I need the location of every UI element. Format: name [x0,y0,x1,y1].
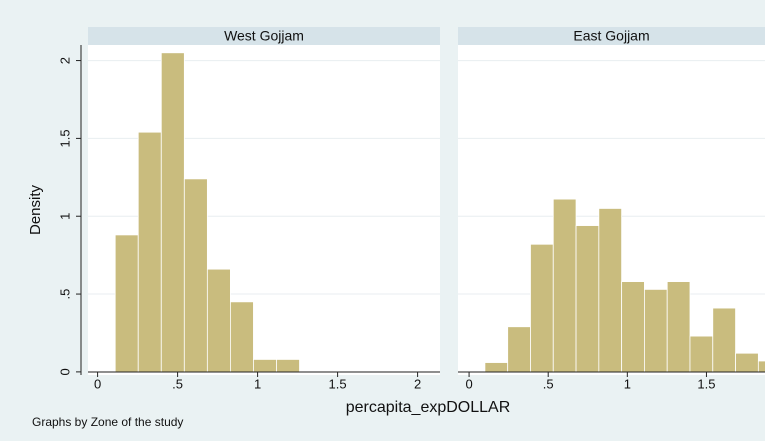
x-tick-label: 1 [624,376,631,391]
bar [253,359,277,373]
bar [712,307,736,373]
bar [206,268,231,373]
bar [598,208,623,373]
bar [735,352,759,373]
x-axis-label: percapita_expDOLLAR [346,399,511,416]
y-tick-label: .5 [57,289,72,300]
bar [644,288,668,373]
x-tick-label: .5 [172,376,183,391]
bar [137,131,162,373]
bar [552,198,577,373]
bar [160,52,185,373]
bar [621,281,645,373]
y-tick-label: 1.5 [57,129,72,147]
bar [183,178,208,373]
panel-title: East Gojjam [573,28,649,44]
bar [689,335,714,373]
x-tick-label: 1 [254,376,261,391]
bar [114,234,139,373]
y-axis-label: Density [27,184,44,235]
plot-layer [458,60,765,373]
bar [276,359,300,373]
x-tick-label: .5 [543,376,554,391]
bar [507,326,531,373]
x-tick-label: 0 [94,376,101,391]
y-tick-label: 2 [57,57,72,64]
x-tick-label: 0 [465,376,472,391]
note: Graphs by Zone of the study [32,415,183,429]
x-tick-label: 1.5 [329,376,347,391]
x-tick-label: 2 [414,376,421,391]
bar [229,301,254,373]
bar [666,281,691,373]
bar [484,362,509,373]
panel-header [88,27,440,45]
bar [575,225,600,373]
bar [757,360,765,373]
y-tick-label: 1 [57,213,72,220]
x-tick-label: 1.5 [697,376,715,391]
y-tick-label: 0 [57,368,72,375]
bar [530,243,554,373]
panel-title: West Gojjam [224,28,304,44]
panel-header [458,27,765,45]
